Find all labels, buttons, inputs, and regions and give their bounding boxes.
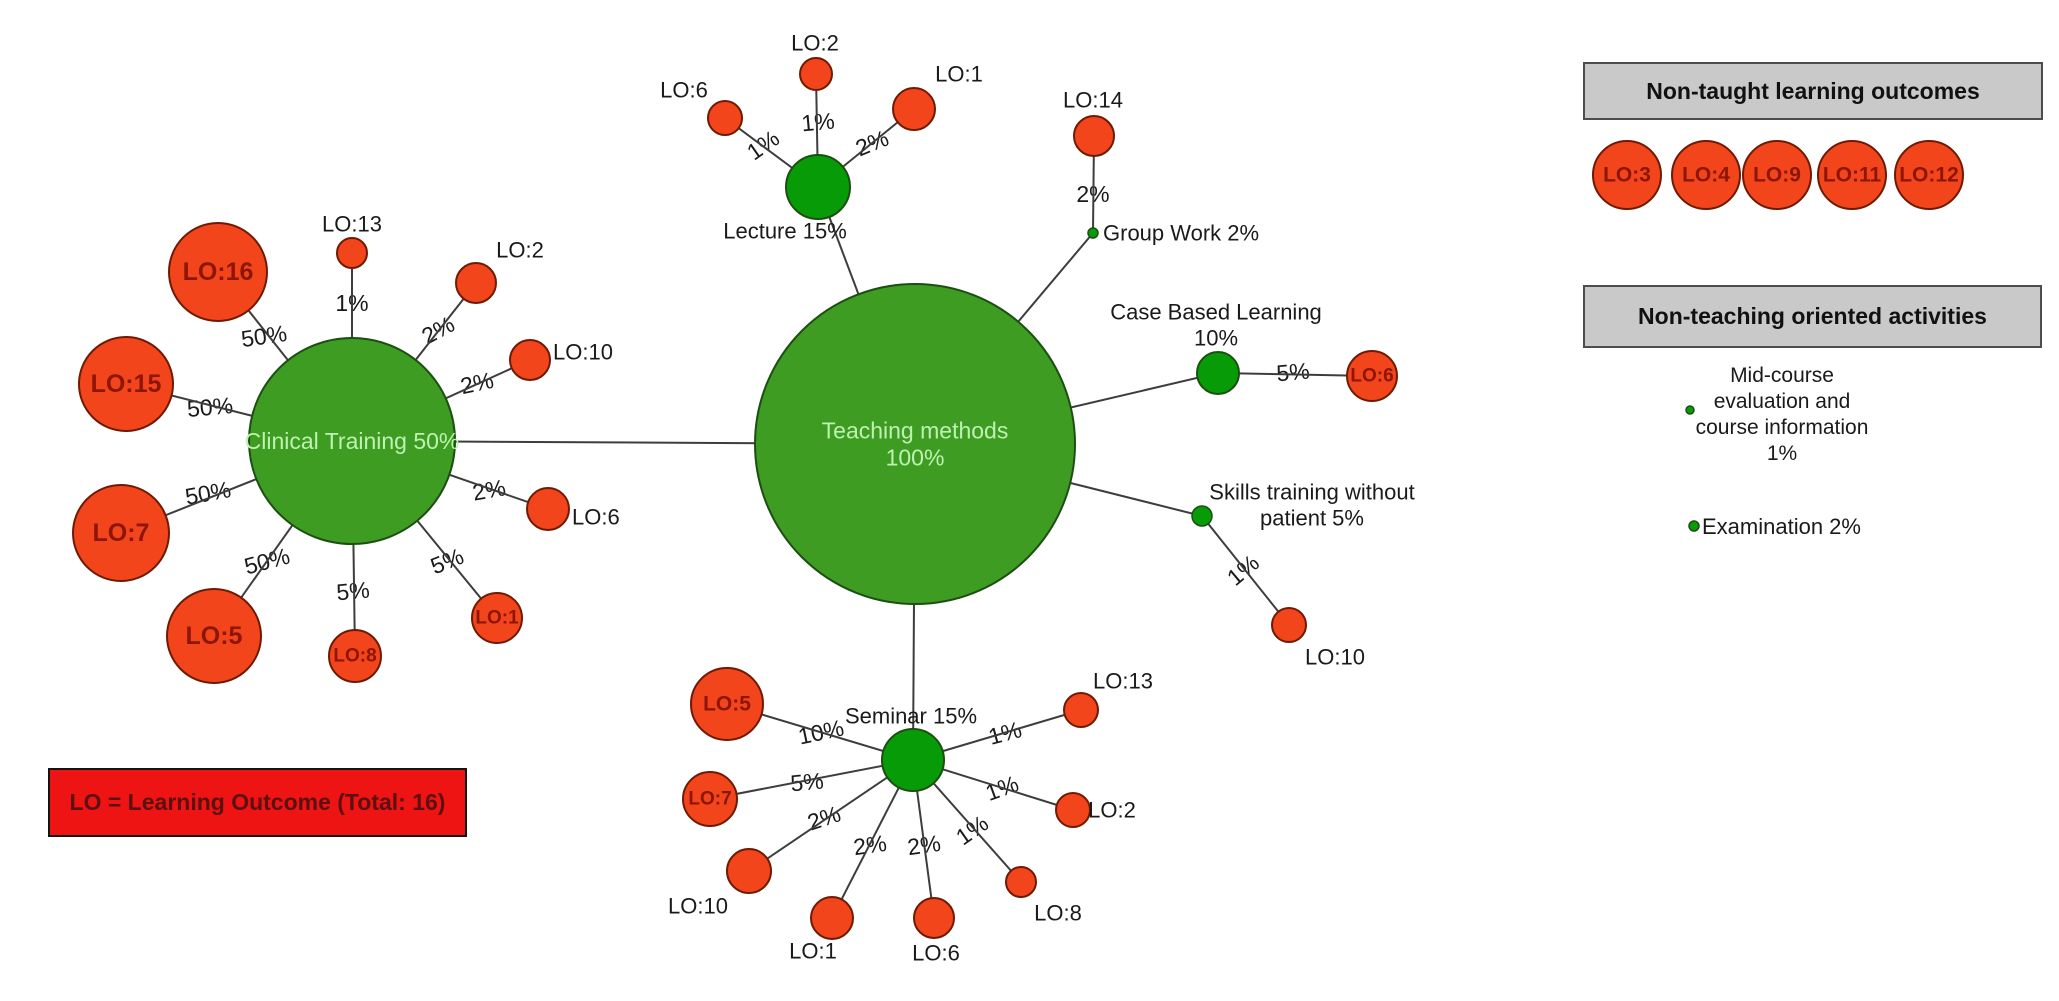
lo-node-lo13-seminar [1063, 692, 1099, 728]
lo-definition-text: LO = Learning Outcome (Total: 16) [69, 789, 446, 815]
node-label-lo6-seminar: LO:6 [912, 941, 960, 966]
lo-node-lo12-legend [1894, 140, 1964, 210]
node-label-lo9-legend: LO:9 [1753, 164, 1801, 187]
node-label-lo7-seminar: LO:7 [688, 789, 731, 810]
node-label-case-based-learning: Case Based Learning 10% [1110, 300, 1322, 351]
mid-course-line-4: 1% [1766, 442, 1798, 465]
edge-percentage-label: 2% [458, 367, 496, 399]
lo-node-lo2-seminar [1055, 792, 1091, 828]
edge-line [1201, 515, 1290, 626]
activity-node-examination-dot [1688, 520, 1700, 532]
legend-non-taught-box: Non-taught learning outcomes [1583, 62, 2043, 120]
lo-node-lo8-seminar [1005, 866, 1037, 898]
lo-node-lo14-group-work [1073, 115, 1115, 157]
examination-label: Examination 2% [1702, 514, 1861, 539]
node-label-lo2-clinical: LO:2 [496, 238, 544, 263]
mid-course-line-2: evaluation and [1713, 390, 1851, 413]
node-label-lo13-seminar: LO:13 [1093, 669, 1153, 694]
node-label-lo13-clinical: LO:13 [322, 212, 382, 237]
lo-node-lo10-skills [1271, 607, 1307, 643]
node-label-lo11-legend: LO:11 [1823, 164, 1882, 187]
activity-node-lecture [785, 154, 851, 220]
activity-node-skills-training [1191, 505, 1213, 527]
node-label-lo10-skills: LO:10 [1305, 645, 1365, 670]
node-label-lo2-lecture: LO:2 [791, 31, 839, 56]
mid-course-line-1: Mid-course [1730, 364, 1834, 387]
node-label-lecture: Lecture 15% [723, 219, 847, 244]
legend-non-teaching-title: Non-teaching oriented activities [1638, 303, 1987, 329]
node-label-lo10-seminar: LO:10 [668, 894, 728, 919]
lo-node-lo6-lecture [707, 100, 743, 136]
lo-node-lo15-clinical [78, 336, 174, 432]
node-label-clinical-training: Clinical Training 50% [245, 428, 460, 454]
node-label-lo14-group-work: LO:14 [1063, 88, 1123, 113]
lo-node-lo6-case-based [1346, 350, 1398, 402]
edge-percentage-label: 50% [186, 392, 234, 422]
node-label-lo6-case-based: LO:6 [1350, 366, 1393, 387]
edge-percentage-label: 50% [239, 320, 288, 352]
node-label-lo4-legend: LO:4 [1682, 164, 1730, 187]
activity-node-clinical-training [248, 337, 456, 545]
node-label-lo12-legend: LO:12 [1899, 164, 1959, 187]
lo-definition-note: LO = Learning Outcome (Total: 16) [48, 768, 467, 837]
lo-node-lo8-clinical [328, 629, 382, 683]
lo-node-lo7-clinical [72, 484, 170, 582]
lo-node-lo9-legend [1742, 140, 1812, 210]
node-label-lo10-clinical: LO:10 [553, 340, 613, 365]
node-label-teaching-methods: Teaching methods 100% [822, 418, 1009, 471]
activity-node-group-work [1087, 227, 1099, 239]
node-label-lo6-clinical: LO:6 [572, 505, 620, 530]
node-label-lo1-lecture: LO:1 [935, 62, 983, 87]
activity-node-teaching-methods [754, 283, 1076, 605]
node-label-lo7-clinical: LO:7 [93, 519, 150, 547]
node-label-lo1-seminar: LO:1 [789, 939, 837, 964]
lo-node-lo1-seminar [810, 896, 854, 940]
lo-node-lo2-lecture [799, 57, 833, 91]
legend-non-taught-title: Non-taught learning outcomes [1646, 77, 1980, 104]
node-label-skills-training: Skills training without patient 5% [1209, 480, 1414, 531]
node-label-lo6-lecture: LO:6 [660, 78, 708, 103]
mid-course-line-3: course information [1695, 416, 1869, 439]
node-label-lo1-clinical: LO:1 [475, 608, 519, 629]
node-label-lo15-clinical: LO:15 [91, 370, 162, 398]
node-label-group-work: Group Work 2% [1103, 221, 1259, 246]
lo-node-lo2-clinical [455, 262, 497, 304]
edge-percentage-label: 5% [1275, 358, 1310, 387]
node-label-lo3-legend: LO:3 [1603, 164, 1651, 187]
lo-node-lo1-lecture [892, 87, 936, 131]
lo-node-lo6-seminar [913, 897, 955, 939]
lo-node-lo13-clinical [336, 237, 368, 269]
lo-node-lo1-clinical [471, 592, 523, 644]
lo-node-lo10-seminar [726, 848, 772, 894]
edge-line [748, 759, 914, 872]
lo-node-lo16-clinical [168, 222, 268, 322]
legend-non-teaching-box: Non-teaching oriented activities [1583, 285, 2042, 348]
lo-node-lo5-clinical [166, 588, 262, 684]
lo-node-lo11-legend [1817, 140, 1887, 210]
node-label-lo2-seminar: LO:2 [1088, 798, 1136, 823]
activity-node-seminar [881, 728, 945, 792]
lo-node-lo10-clinical [509, 339, 551, 381]
mid-course-evaluation-label: Mid-course evaluation and course informa… [1686, 363, 1878, 467]
node-label-seminar: Seminar 15% [845, 704, 977, 729]
lo-node-lo5-seminar [690, 667, 764, 741]
lo-node-lo4-legend [1671, 140, 1741, 210]
node-label-lo8-seminar: LO:8 [1034, 901, 1082, 926]
activity-node-mid-course-dot [1685, 405, 1695, 415]
edge-percentage-label: 2% [470, 474, 507, 505]
node-label-lo5-clinical: LO:5 [186, 622, 243, 650]
node-label-lo16-clinical: LO:16 [183, 258, 254, 286]
lo-node-lo6-clinical [526, 487, 570, 531]
lo-node-lo7-seminar [682, 771, 738, 827]
activity-node-case-based-learning [1196, 351, 1240, 395]
node-label-lo8-clinical: LO:8 [333, 646, 376, 667]
lo-node-lo3-legend [1592, 140, 1662, 210]
node-label-lo5-seminar: LO:5 [703, 693, 751, 716]
edge-line [709, 759, 914, 800]
